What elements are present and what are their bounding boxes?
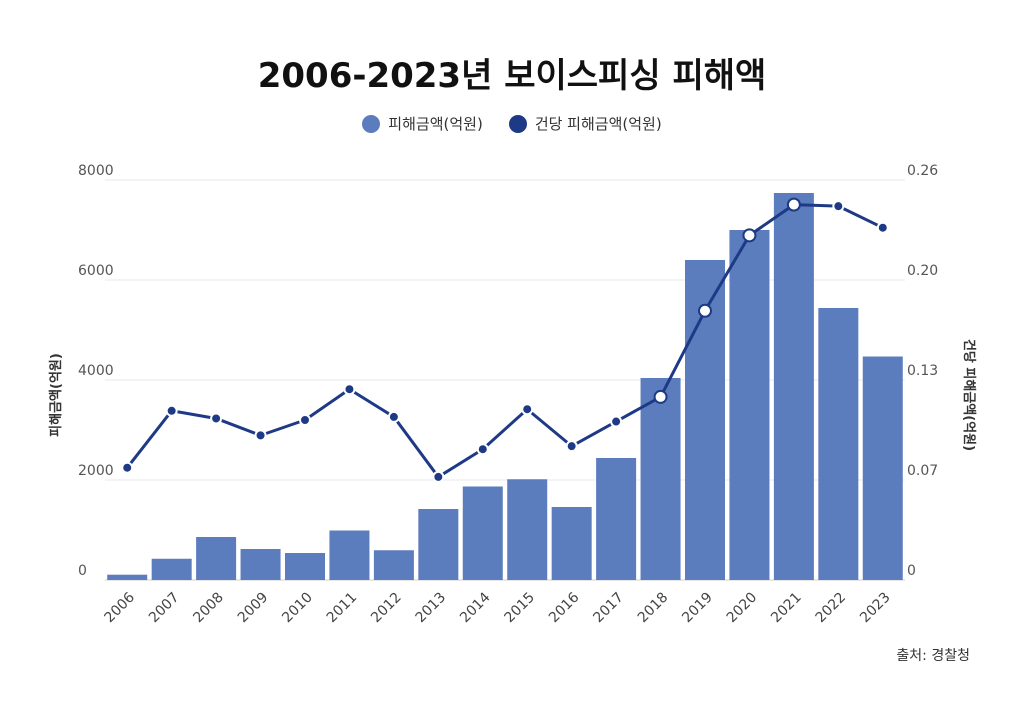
- x-tick-label: 2021: [768, 590, 805, 627]
- y-left-tick-label: 4000: [78, 363, 114, 379]
- line-point-2020: [742, 228, 757, 243]
- legend-line-label: 건당 피해금액(억원): [534, 115, 662, 133]
- y-left-axis-title: 피해금액(억원): [48, 353, 64, 437]
- line-point-2011: [343, 383, 356, 396]
- x-tick-label: 2022: [813, 590, 850, 627]
- line-series: [126, 203, 884, 479]
- line-point-2018: [653, 389, 668, 404]
- line-point-2016: [565, 440, 578, 453]
- y-left-tick-label: 8000: [78, 163, 114, 179]
- bar-2012: [373, 550, 414, 580]
- x-tick-label: 2012: [368, 590, 405, 627]
- x-tick-label: 2009: [235, 590, 272, 627]
- bar-2008: [196, 537, 237, 580]
- x-tick-label: 2020: [724, 590, 761, 627]
- y-left-tick-label: 2000: [78, 463, 114, 479]
- legend-item-line[interactable]: 건당 피해금액(억원): [508, 113, 662, 134]
- line-point-2006: [121, 461, 134, 474]
- line-point-2008: [210, 412, 223, 425]
- x-tick-label: 2014: [457, 589, 494, 626]
- x-tick-label: 2017: [590, 590, 627, 627]
- bar-2014: [462, 486, 503, 580]
- legend-bar-swatch-icon: [362, 114, 381, 133]
- line-point-2014: [476, 443, 489, 456]
- y-right-tick-label: 0.07: [907, 463, 938, 479]
- bar-2018: [640, 378, 681, 580]
- x-tick-label: 2019: [679, 590, 716, 627]
- y-right-tick-label: 0.20: [907, 263, 938, 279]
- line-point-2019: [698, 303, 712, 318]
- x-tick-label: 2016: [546, 589, 583, 626]
- x-tick-label: 2023: [857, 590, 894, 627]
- x-tick-label: 2008: [190, 590, 227, 627]
- y-right-tick-label: 0: [907, 563, 916, 579]
- x-tick-label: 2006: [102, 589, 139, 626]
- y-right-tick-label: 0.13: [907, 363, 938, 379]
- line-point-2012: [387, 410, 400, 423]
- x-tick-label: 2007: [146, 590, 183, 627]
- line-point-2015: [521, 403, 534, 416]
- legend-line-swatch-icon: [508, 114, 527, 133]
- x-tick-label: 2011: [324, 590, 361, 627]
- bar-2023: [862, 356, 903, 580]
- bar-2006: [107, 574, 148, 580]
- bar-2010: [285, 553, 325, 580]
- y-right-tick-label: 0.26: [907, 163, 938, 179]
- legend-item-bar[interactable]: 피해금액(억원): [362, 113, 483, 134]
- line-point-2013: [432, 470, 445, 483]
- bar-2013: [418, 509, 459, 580]
- line-point-2017: [610, 415, 623, 428]
- bar-2022: [818, 308, 859, 580]
- x-tick-label: 2013: [413, 590, 450, 627]
- y-left-tick-label: 6000: [78, 263, 114, 279]
- line-point-2022: [832, 200, 845, 213]
- line-point-2021: [786, 197, 801, 212]
- bar-2021: [773, 193, 814, 580]
- x-tick-label: 2010: [279, 590, 316, 627]
- x-tick-label: 2015: [502, 590, 539, 627]
- y-right-axis-title: 건당 피해금액(억원): [961, 339, 977, 451]
- bar-2015: [507, 479, 548, 580]
- line-point-2009: [254, 429, 267, 442]
- bar-2020: [729, 230, 770, 580]
- line-point-2023: [876, 221, 889, 234]
- legend: 피해금액(억원) 건당 피해금액(억원): [0, 113, 1024, 134]
- legend-bar-label: 피해금액(억원): [388, 115, 483, 133]
- bar-2007: [151, 558, 192, 580]
- source-note: 출처: 경찰청: [896, 648, 970, 664]
- line-point-2007: [165, 404, 178, 417]
- bar-2016: [551, 507, 592, 580]
- bar-2009: [240, 549, 281, 580]
- bar-2017: [596, 458, 637, 580]
- bar-2011: [329, 530, 370, 580]
- line-point-2010: [299, 414, 311, 426]
- y-left-tick-label: 0: [78, 563, 87, 579]
- chart-title: 2006-2023년 보이스피싱 피해액: [257, 56, 767, 96]
- x-tick-label: 2018: [635, 590, 672, 627]
